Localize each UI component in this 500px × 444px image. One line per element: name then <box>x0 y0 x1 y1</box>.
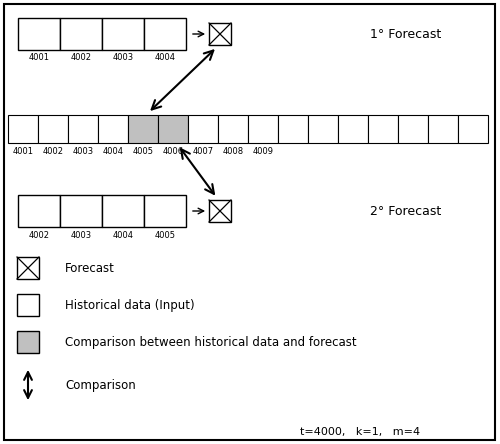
Text: 4002: 4002 <box>28 230 50 239</box>
Bar <box>188 115 218 143</box>
Bar <box>209 200 231 222</box>
Bar <box>18 195 60 227</box>
Text: 4008: 4008 <box>222 147 244 155</box>
Bar <box>8 115 38 143</box>
Text: 1° Forecast: 1° Forecast <box>370 28 442 40</box>
Text: 4001: 4001 <box>12 147 34 155</box>
Bar <box>209 23 231 45</box>
Bar <box>218 115 248 143</box>
Bar <box>18 18 60 50</box>
Bar <box>144 18 186 50</box>
Bar <box>458 115 488 143</box>
Text: Historical data (Input): Historical data (Input) <box>65 298 194 312</box>
Text: 4002: 4002 <box>70 53 92 63</box>
Bar <box>102 18 144 50</box>
Bar <box>368 115 398 143</box>
Text: Comparison between historical data and forecast: Comparison between historical data and f… <box>65 336 356 349</box>
Text: 2° Forecast: 2° Forecast <box>370 205 442 218</box>
Text: t=4000,   k=1,   m=4: t=4000, k=1, m=4 <box>300 427 420 437</box>
Bar <box>248 115 278 143</box>
Text: 4005: 4005 <box>154 230 176 239</box>
Text: 4004: 4004 <box>112 230 134 239</box>
Text: 4002: 4002 <box>42 147 64 155</box>
Bar <box>17 294 39 316</box>
Bar <box>68 115 98 143</box>
Text: 4003: 4003 <box>72 147 94 155</box>
Text: 4004: 4004 <box>102 147 124 155</box>
Text: 4001: 4001 <box>28 53 50 63</box>
Bar <box>17 331 39 353</box>
Text: Comparison: Comparison <box>65 378 136 392</box>
Text: 4003: 4003 <box>112 53 134 63</box>
Bar <box>60 195 102 227</box>
Bar <box>338 115 368 143</box>
Bar <box>17 257 39 279</box>
Text: 4004: 4004 <box>154 53 176 63</box>
Bar <box>102 195 144 227</box>
Bar <box>308 115 338 143</box>
Text: Forecast: Forecast <box>65 262 115 274</box>
Bar <box>38 115 68 143</box>
Text: 4007: 4007 <box>192 147 214 155</box>
Bar <box>144 195 186 227</box>
Text: 4006: 4006 <box>162 147 184 155</box>
Bar <box>158 115 188 143</box>
Bar <box>98 115 128 143</box>
Text: 4005: 4005 <box>132 147 154 155</box>
Bar <box>278 115 308 143</box>
Bar <box>128 115 158 143</box>
Bar <box>60 18 102 50</box>
Text: 4009: 4009 <box>252 147 274 155</box>
Text: 4003: 4003 <box>70 230 92 239</box>
Bar <box>398 115 428 143</box>
Bar <box>428 115 458 143</box>
